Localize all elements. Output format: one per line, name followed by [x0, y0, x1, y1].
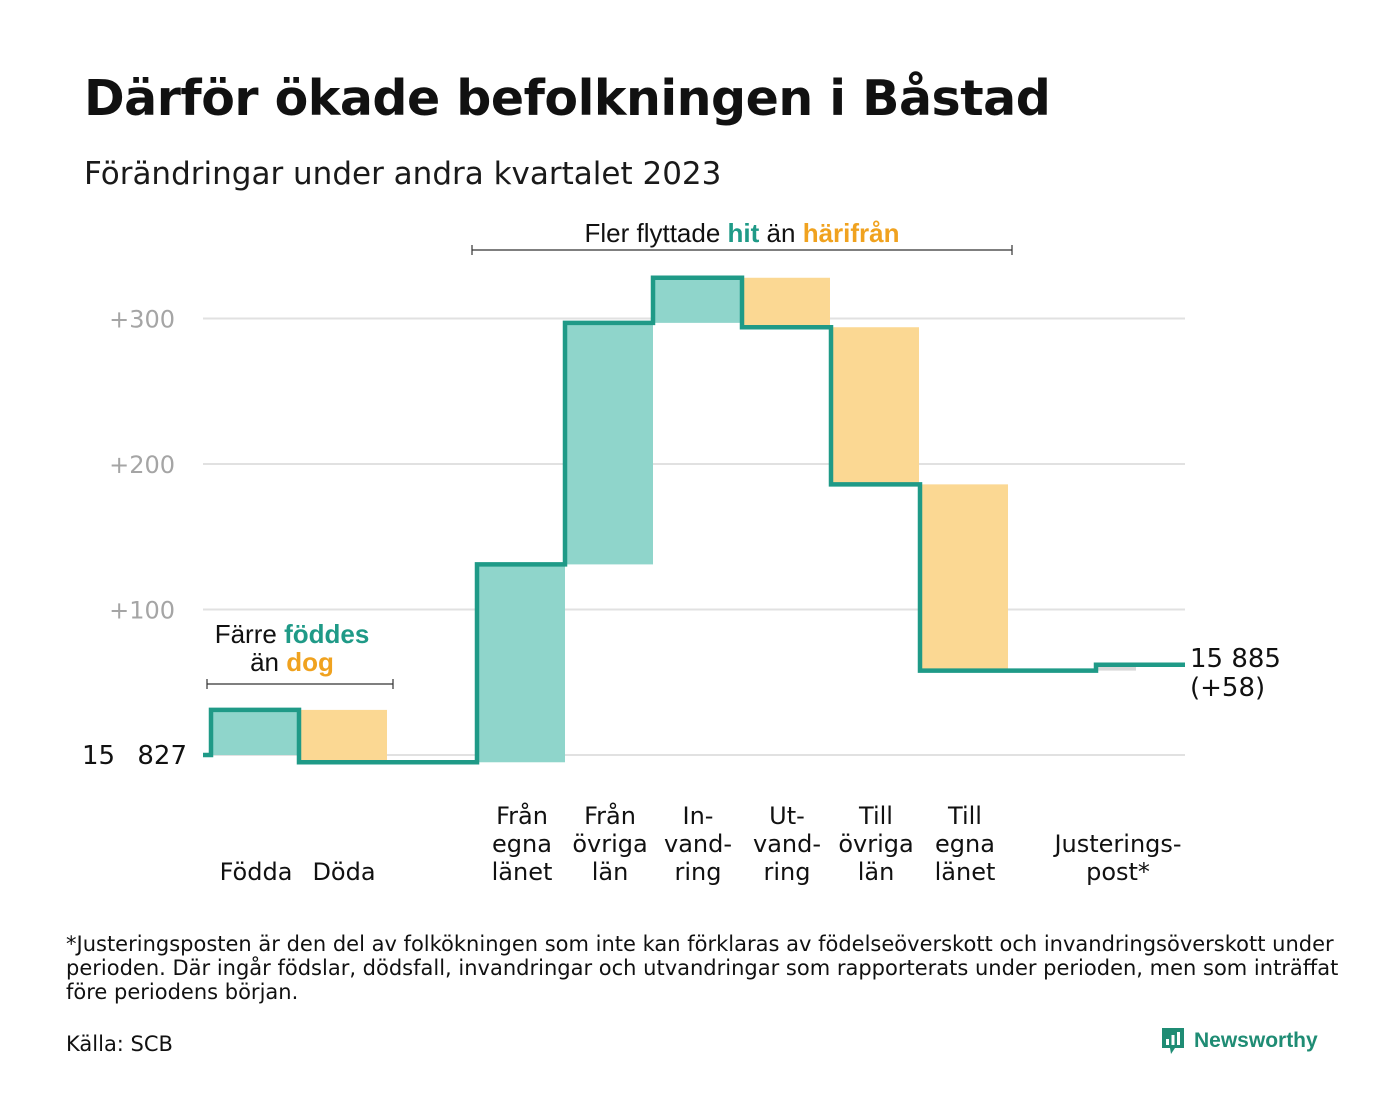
category-label-till_ovriga_lan: Till [858, 802, 893, 830]
footnote: *Justeringsposten är den del av folkökni… [66, 932, 1339, 1004]
category-label-till_egna_lanet: Till [947, 802, 982, 830]
bar-justeringspost [1096, 664, 1136, 671]
cumulative-step-line [203, 275, 1185, 765]
births-bracket [206, 679, 394, 689]
category-label-doda: Döda [312, 858, 375, 886]
moves-annotation: Fler flyttade hit än härifrån [584, 218, 899, 248]
waterfall-chart: +100+200+300 Födda DödaFrånegnalänetFrånö… [82, 218, 1281, 886]
category-label-fran_egna_lanet: Från [496, 801, 548, 830]
bar-invandring [653, 277, 741, 323]
gridlines [203, 317, 1185, 756]
bar-fran_ovriga_lan [565, 322, 653, 565]
step-line [203, 275, 1185, 765]
moves-bracket [471, 245, 1013, 255]
brand-logo: Newsworthy [1160, 1026, 1318, 1056]
bar-fran_egna_lanet [477, 564, 565, 763]
start-value-part-1: 15 [82, 741, 115, 771]
end-change-label: (+58) [1190, 673, 1265, 703]
category-label-fodda: Födda [220, 858, 293, 886]
moves-prefix: Fler flyttade [584, 218, 720, 248]
y-tick-label: +200 [109, 451, 175, 479]
births-annotation-line2: än dog [250, 647, 334, 677]
category-label-justeringspost: post* [1086, 858, 1150, 886]
moves-harifran: härifrån [803, 218, 900, 248]
births-an: än [250, 647, 279, 677]
bar-till_egna_lanet [920, 484, 1008, 671]
brand-name: Newsworthy [1194, 1029, 1318, 1052]
births-foddes: föddes [284, 619, 369, 649]
category-label-fran_ovriga_lan: län [592, 858, 629, 886]
bar-till_ovriga_lan [831, 327, 919, 485]
start-value-part-2: 827 [137, 741, 187, 771]
bar-utvandring [742, 277, 830, 328]
category-label-fran_ovriga_lan: Från [584, 801, 636, 830]
category-label-till_egna_lanet: egna [935, 830, 995, 858]
category-label-till_egna_lanet: länet [935, 858, 996, 886]
start-value-label: 15 827 [82, 741, 187, 771]
category-label-fran_ovriga_lan: övriga [572, 830, 647, 858]
y-tick-label: +100 [109, 597, 175, 625]
moves-middle: än [767, 218, 796, 248]
source-label: Källa: SCB [66, 1032, 173, 1056]
category-label-utvandring: Ut- [769, 802, 805, 830]
newsworthy-logo-icon [1162, 1028, 1184, 1054]
category-label-invandring: ring [675, 858, 722, 886]
category-label-fran_egna_lanet: egna [492, 830, 552, 858]
category-label-utvandring: vand- [753, 830, 821, 858]
category-label-justeringspost: Justerings- [1052, 830, 1181, 858]
end-value-label: 15 885 [1190, 644, 1281, 674]
category-label-invandring: In- [683, 802, 714, 830]
category-label-till_ovriga_lan: övriga [838, 830, 913, 858]
births-prefix: Färre [215, 619, 277, 649]
bars [211, 277, 1136, 763]
moves-hit: hit [728, 218, 760, 248]
page-subtitle: Förändringar under andra kvartalet 2023 [84, 156, 722, 192]
category-label-till_ovriga_lan: län [858, 858, 895, 886]
category-labels: Födda DödaFrånegnalänetFrånövrigalänIn-va… [220, 801, 1182, 886]
bar-doda [299, 709, 387, 763]
bar-fodda [211, 709, 299, 755]
category-label-fran_egna_lanet: länet [492, 858, 553, 886]
births-annotation-line1: Färre föddes [215, 619, 370, 649]
y-tick-label: +300 [109, 306, 175, 334]
category-label-invandring: vand- [664, 830, 732, 858]
category-label-utvandring: ring [764, 858, 811, 886]
y-axis-ticks: +100 +200 +300 [109, 306, 175, 625]
page-title: Därför ökade befolkningen i Båstad [84, 70, 1051, 127]
births-dog: dog [286, 647, 334, 677]
